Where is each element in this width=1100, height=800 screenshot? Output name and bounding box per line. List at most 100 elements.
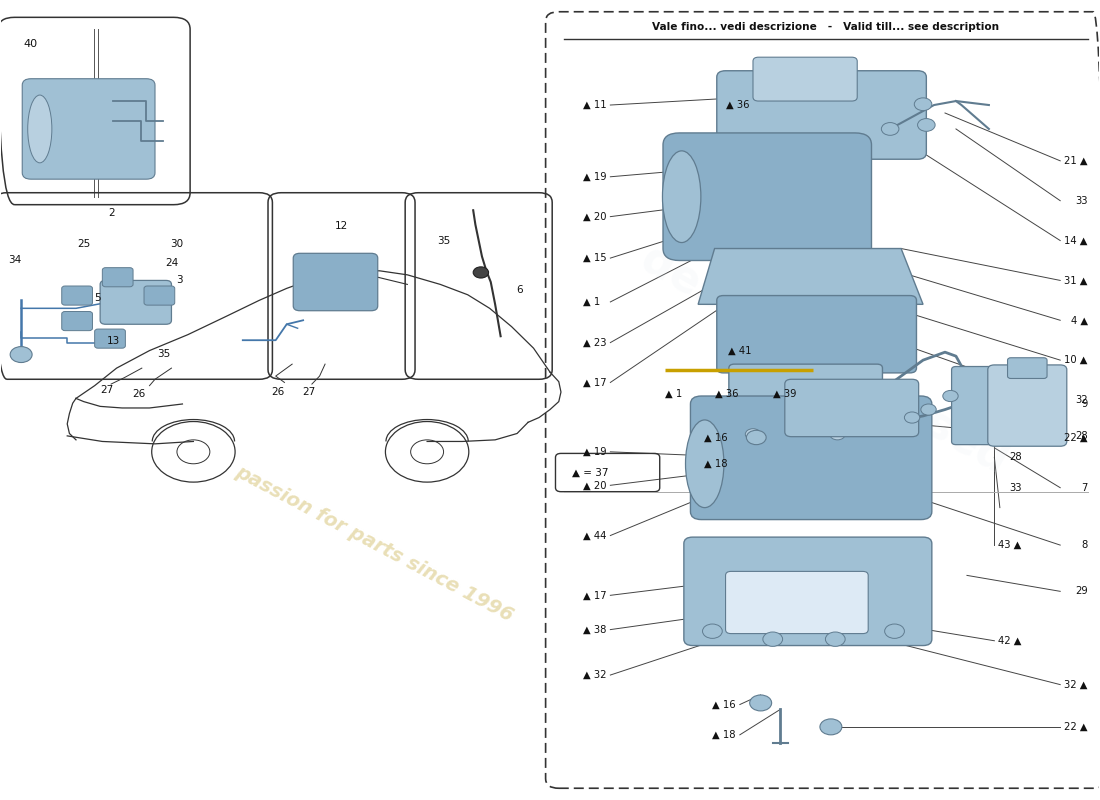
Circle shape bbox=[943, 390, 958, 402]
Text: 9: 9 bbox=[1081, 399, 1088, 409]
Circle shape bbox=[829, 429, 845, 440]
Polygon shape bbox=[698, 249, 923, 304]
Circle shape bbox=[747, 430, 767, 445]
Circle shape bbox=[750, 695, 771, 711]
Text: 22 ▲: 22 ▲ bbox=[1064, 722, 1088, 732]
FancyBboxPatch shape bbox=[988, 365, 1067, 446]
Text: 10 ▲: 10 ▲ bbox=[1064, 355, 1088, 365]
Circle shape bbox=[884, 624, 904, 638]
Text: ▲ 39: ▲ 39 bbox=[772, 389, 796, 398]
Circle shape bbox=[921, 404, 936, 415]
Text: 12: 12 bbox=[334, 222, 349, 231]
FancyBboxPatch shape bbox=[663, 133, 871, 261]
FancyBboxPatch shape bbox=[62, 311, 92, 330]
FancyBboxPatch shape bbox=[294, 254, 377, 310]
Text: ▲ 1: ▲ 1 bbox=[583, 297, 601, 307]
Text: 27: 27 bbox=[100, 386, 113, 395]
FancyBboxPatch shape bbox=[717, 70, 926, 159]
Text: 28: 28 bbox=[1009, 452, 1022, 462]
Text: ▲ 38: ▲ 38 bbox=[583, 625, 606, 634]
Text: ▲ 20: ▲ 20 bbox=[583, 480, 606, 490]
Text: 32: 32 bbox=[1075, 395, 1088, 405]
Text: 35: 35 bbox=[437, 235, 450, 246]
Text: 34: 34 bbox=[8, 255, 21, 266]
Text: ▲ 18: ▲ 18 bbox=[704, 458, 727, 469]
FancyBboxPatch shape bbox=[144, 286, 175, 305]
Text: 32 ▲: 32 ▲ bbox=[1064, 680, 1088, 690]
FancyBboxPatch shape bbox=[1008, 358, 1047, 378]
Text: 30: 30 bbox=[170, 238, 184, 249]
Text: 26: 26 bbox=[132, 389, 145, 398]
Text: ▲ 16: ▲ 16 bbox=[704, 433, 727, 442]
Text: 35: 35 bbox=[157, 349, 170, 358]
Circle shape bbox=[746, 429, 761, 440]
FancyBboxPatch shape bbox=[784, 379, 918, 437]
Text: 43 ▲: 43 ▲ bbox=[999, 540, 1022, 550]
Circle shape bbox=[473, 267, 488, 278]
Text: 7: 7 bbox=[1081, 482, 1088, 493]
Text: 27: 27 bbox=[302, 387, 316, 397]
Text: 22 ▲: 22 ▲ bbox=[1064, 433, 1088, 442]
Circle shape bbox=[881, 122, 899, 135]
Text: passion for parts since 1996: passion for parts since 1996 bbox=[232, 462, 517, 625]
Text: 8: 8 bbox=[1081, 540, 1088, 550]
Text: ▲ 16: ▲ 16 bbox=[713, 699, 736, 710]
Text: 28: 28 bbox=[1075, 431, 1088, 441]
Text: 5: 5 bbox=[95, 293, 101, 303]
Text: ▲ 23: ▲ 23 bbox=[583, 338, 606, 347]
Text: 40: 40 bbox=[23, 38, 37, 49]
Ellipse shape bbox=[662, 151, 701, 242]
Text: ▲ 44: ▲ 44 bbox=[583, 530, 606, 541]
Circle shape bbox=[917, 118, 935, 131]
FancyBboxPatch shape bbox=[22, 78, 155, 179]
Text: ▲ 15: ▲ 15 bbox=[583, 253, 606, 263]
Text: 25: 25 bbox=[77, 238, 90, 249]
Text: 6: 6 bbox=[516, 285, 522, 295]
Text: ▲ 41: ▲ 41 bbox=[727, 346, 751, 355]
Text: ▲ 17: ▲ 17 bbox=[583, 378, 606, 387]
FancyBboxPatch shape bbox=[95, 329, 125, 348]
Circle shape bbox=[914, 98, 932, 110]
Circle shape bbox=[10, 346, 32, 362]
Ellipse shape bbox=[685, 420, 724, 508]
Text: ▲ 1: ▲ 1 bbox=[666, 389, 682, 398]
FancyBboxPatch shape bbox=[952, 366, 999, 445]
Text: 31 ▲: 31 ▲ bbox=[1064, 275, 1088, 286]
Circle shape bbox=[904, 412, 920, 423]
Text: 4 ▲: 4 ▲ bbox=[1070, 315, 1088, 326]
Text: 24: 24 bbox=[165, 258, 178, 268]
Text: ▲ 19: ▲ 19 bbox=[583, 172, 606, 182]
FancyBboxPatch shape bbox=[62, 286, 92, 305]
FancyBboxPatch shape bbox=[717, 295, 916, 373]
FancyBboxPatch shape bbox=[102, 268, 133, 286]
Text: ▲ 32: ▲ 32 bbox=[583, 670, 606, 680]
Text: ▲ 11: ▲ 11 bbox=[583, 100, 606, 110]
FancyBboxPatch shape bbox=[754, 57, 857, 101]
Text: 33: 33 bbox=[1010, 482, 1022, 493]
FancyBboxPatch shape bbox=[684, 537, 932, 646]
FancyBboxPatch shape bbox=[100, 281, 172, 324]
Text: ▲ 36: ▲ 36 bbox=[715, 389, 738, 398]
Text: 42 ▲: 42 ▲ bbox=[999, 636, 1022, 646]
Ellipse shape bbox=[28, 95, 52, 163]
Text: ▲ 36: ▲ 36 bbox=[726, 100, 749, 110]
Circle shape bbox=[703, 624, 723, 638]
Text: 26: 26 bbox=[272, 387, 285, 397]
Circle shape bbox=[829, 421, 845, 432]
Text: 33: 33 bbox=[1075, 196, 1088, 206]
Text: 3: 3 bbox=[176, 275, 183, 286]
Text: desuperimposed: desuperimposed bbox=[634, 238, 1015, 483]
Text: ▲ = 37: ▲ = 37 bbox=[572, 467, 608, 478]
Text: 13: 13 bbox=[107, 336, 120, 346]
Text: ▲ 18: ▲ 18 bbox=[713, 730, 736, 740]
Text: 14 ▲: 14 ▲ bbox=[1064, 235, 1088, 246]
Text: ▲ 17: ▲ 17 bbox=[583, 590, 606, 600]
Text: ▲ 19: ▲ 19 bbox=[583, 447, 606, 457]
Circle shape bbox=[820, 719, 842, 735]
FancyBboxPatch shape bbox=[691, 396, 932, 519]
Text: Vale fino... vedi descrizione   -   Valid till... see description: Vale fino... vedi descrizione - Valid ti… bbox=[652, 22, 1000, 32]
FancyBboxPatch shape bbox=[726, 571, 868, 634]
Circle shape bbox=[825, 632, 845, 646]
Text: 2: 2 bbox=[108, 208, 114, 218]
Text: 21 ▲: 21 ▲ bbox=[1064, 156, 1088, 166]
